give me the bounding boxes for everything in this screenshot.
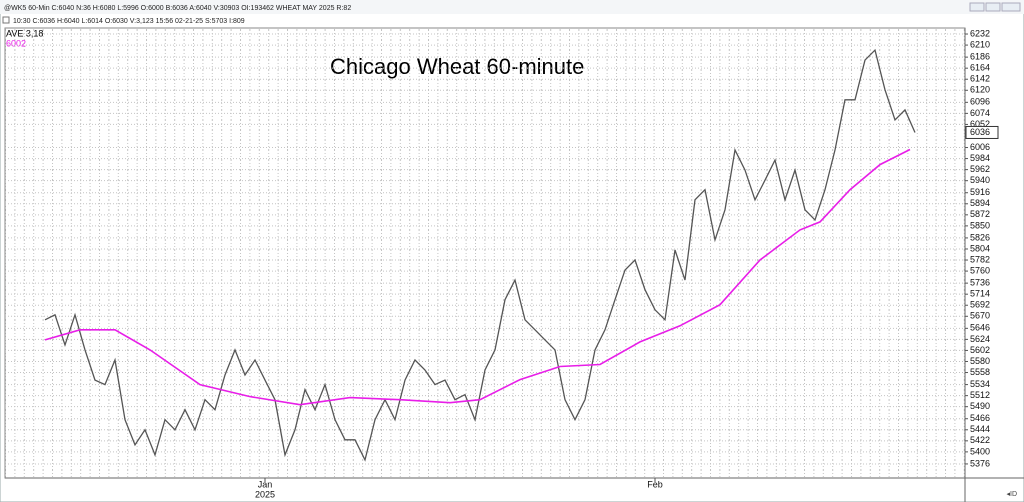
legend-label: AVE 3,18 bbox=[6, 28, 43, 38]
x-tick-label: Jan bbox=[258, 479, 273, 489]
maximize-button[interactable] bbox=[985, 2, 1001, 12]
y-tick-label: 5376 bbox=[970, 458, 990, 468]
y-tick-label: 5984 bbox=[970, 153, 990, 163]
y-tick-label: 5444 bbox=[970, 424, 990, 434]
y-tick-label: 5692 bbox=[970, 300, 990, 310]
chart-title: Chicago Wheat 60-minute bbox=[330, 54, 584, 79]
y-tick-label: 5602 bbox=[970, 345, 990, 355]
header-line: 10:30 C:6036 H:6040 L:6014 O:6030 V:3,12… bbox=[13, 18, 245, 25]
y-tick-label: 5894 bbox=[970, 198, 990, 208]
y-tick-label: 5714 bbox=[970, 289, 990, 299]
y-tick-label: 5466 bbox=[970, 413, 990, 423]
y-tick-label: 6096 bbox=[970, 97, 990, 107]
y-tick-label: 6186 bbox=[970, 52, 990, 62]
y-tick-label: 6006 bbox=[970, 142, 990, 152]
y-tick-label: 5940 bbox=[970, 175, 990, 185]
y-tick-label: 6052 bbox=[970, 119, 990, 129]
y-tick-label: 5670 bbox=[970, 311, 990, 321]
y-tick-label: 5962 bbox=[970, 164, 990, 174]
y-tick-label: 5558 bbox=[970, 367, 990, 377]
close-button[interactable] bbox=[1001, 2, 1021, 12]
y-tick-label: 5646 bbox=[970, 323, 990, 333]
y-tick-label: 5580 bbox=[970, 356, 990, 366]
series-line bbox=[44, 148, 911, 406]
y-tick-label: 6210 bbox=[970, 39, 990, 49]
y-tick-label: 5624 bbox=[970, 334, 990, 344]
y-tick-label: 6074 bbox=[970, 108, 990, 118]
y-tick-label: 6142 bbox=[970, 74, 990, 84]
y-tick-label: 5782 bbox=[970, 254, 990, 264]
last-price-box bbox=[965, 125, 999, 139]
header-icon bbox=[2, 16, 10, 24]
minimize-button[interactable] bbox=[969, 2, 985, 12]
legend-value: 6002 bbox=[6, 38, 26, 48]
x-tick-label: Feb bbox=[647, 479, 663, 489]
y-tick-label: 5490 bbox=[970, 401, 990, 411]
y-tick-label: 5422 bbox=[970, 435, 990, 445]
scroll-marker: ◂ID bbox=[1006, 491, 1017, 498]
y-tick-label: 5400 bbox=[970, 446, 990, 456]
plot-area bbox=[4, 27, 966, 479]
y-tick-label: 5736 bbox=[970, 278, 990, 288]
header-line: @WK5 60-Min C:6040 N:36 H:6080 L:5996 O:… bbox=[4, 5, 351, 12]
y-tick-label: 5850 bbox=[970, 220, 990, 230]
y-tick-label: 5804 bbox=[970, 243, 990, 253]
year-label: 2025 bbox=[255, 489, 275, 499]
y-tick-label: 6164 bbox=[970, 63, 990, 73]
title-bar bbox=[0, 0, 1024, 14]
series-line bbox=[44, 48, 916, 462]
y-tick-label: 5534 bbox=[970, 379, 990, 389]
y-tick-label: 5512 bbox=[970, 390, 990, 400]
last-price-label: 6036 bbox=[970, 127, 990, 137]
y-tick-label: 5872 bbox=[970, 209, 990, 219]
y-tick-label: 5760 bbox=[970, 265, 990, 275]
y-tick-label: 5826 bbox=[970, 232, 990, 242]
y-tick-label: 6232 bbox=[970, 28, 990, 38]
window-buttons[interactable] bbox=[969, 2, 1021, 12]
y-tick-label: 6120 bbox=[970, 85, 990, 95]
y-tick-label: 5916 bbox=[970, 187, 990, 197]
